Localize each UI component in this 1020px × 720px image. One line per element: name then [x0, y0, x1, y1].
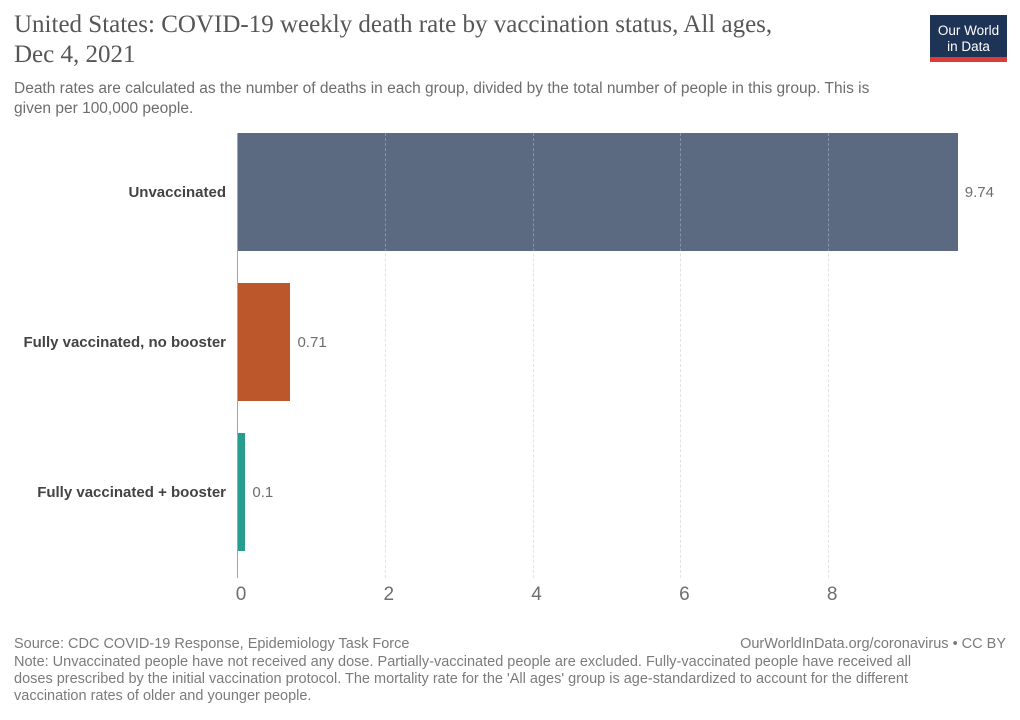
bar-unvaccinated[interactable]: [238, 133, 958, 251]
bar-fully-vaccinated-no-booster[interactable]: [238, 283, 291, 401]
value-label-fully-vaccinated-booster: 0.1: [252, 483, 274, 501]
owid-logo-line1: Our World: [937, 22, 1000, 38]
gridline-overlay: [828, 133, 830, 578]
attribution-link[interactable]: OurWorldInData.org/coronavirus • CC BY: [740, 636, 1006, 652]
x-tick-label: 8: [826, 584, 838, 605]
footer-note: Note: Unvaccinated people have not recei…: [14, 654, 912, 704]
owid-logo-line2: in Data: [947, 38, 990, 54]
x-tick-label: 4: [531, 584, 542, 605]
chart-subtitle: Death rates are calculated as the number…: [14, 80, 870, 117]
category-label-fully-vaccinated-no-booster: Fully vaccinated, no booster: [23, 333, 226, 351]
category-label-fully-vaccinated-booster: Fully vaccinated + booster: [37, 483, 226, 501]
gridline-overlay: [680, 133, 682, 578]
value-label-unvaccinated: 9.74: [964, 183, 994, 201]
gridline: [828, 133, 830, 578]
x-tick-label: 0: [235, 584, 247, 605]
gridline-overlay: [384, 133, 386, 578]
bar-fully-vaccinated-booster[interactable]: [238, 433, 246, 551]
category-label-unvaccinated: Unvaccinated: [128, 183, 226, 201]
y-axis-line: [237, 133, 238, 578]
gridline: [532, 133, 534, 578]
footer-source-row: Source: CDC COVID-19 Response, Epidemiol…: [14, 636, 1006, 652]
value-label-fully-vaccinated-no-booster: 0.71: [297, 333, 327, 351]
gridline-overlay: [532, 133, 534, 578]
owid-logo[interactable]: Our World in Data: [930, 15, 1007, 62]
x-tick-label: 2: [383, 584, 395, 605]
gridline: [680, 133, 682, 578]
chart-title: United States: COVID-19 weekly death rat…: [14, 11, 773, 68]
gridline: [384, 133, 386, 578]
x-tick-label: 6: [679, 584, 690, 605]
owid-logo-red-stripe: [930, 57, 1007, 62]
source-text: Source: CDC COVID-19 Response, Epidemiol…: [14, 636, 410, 652]
